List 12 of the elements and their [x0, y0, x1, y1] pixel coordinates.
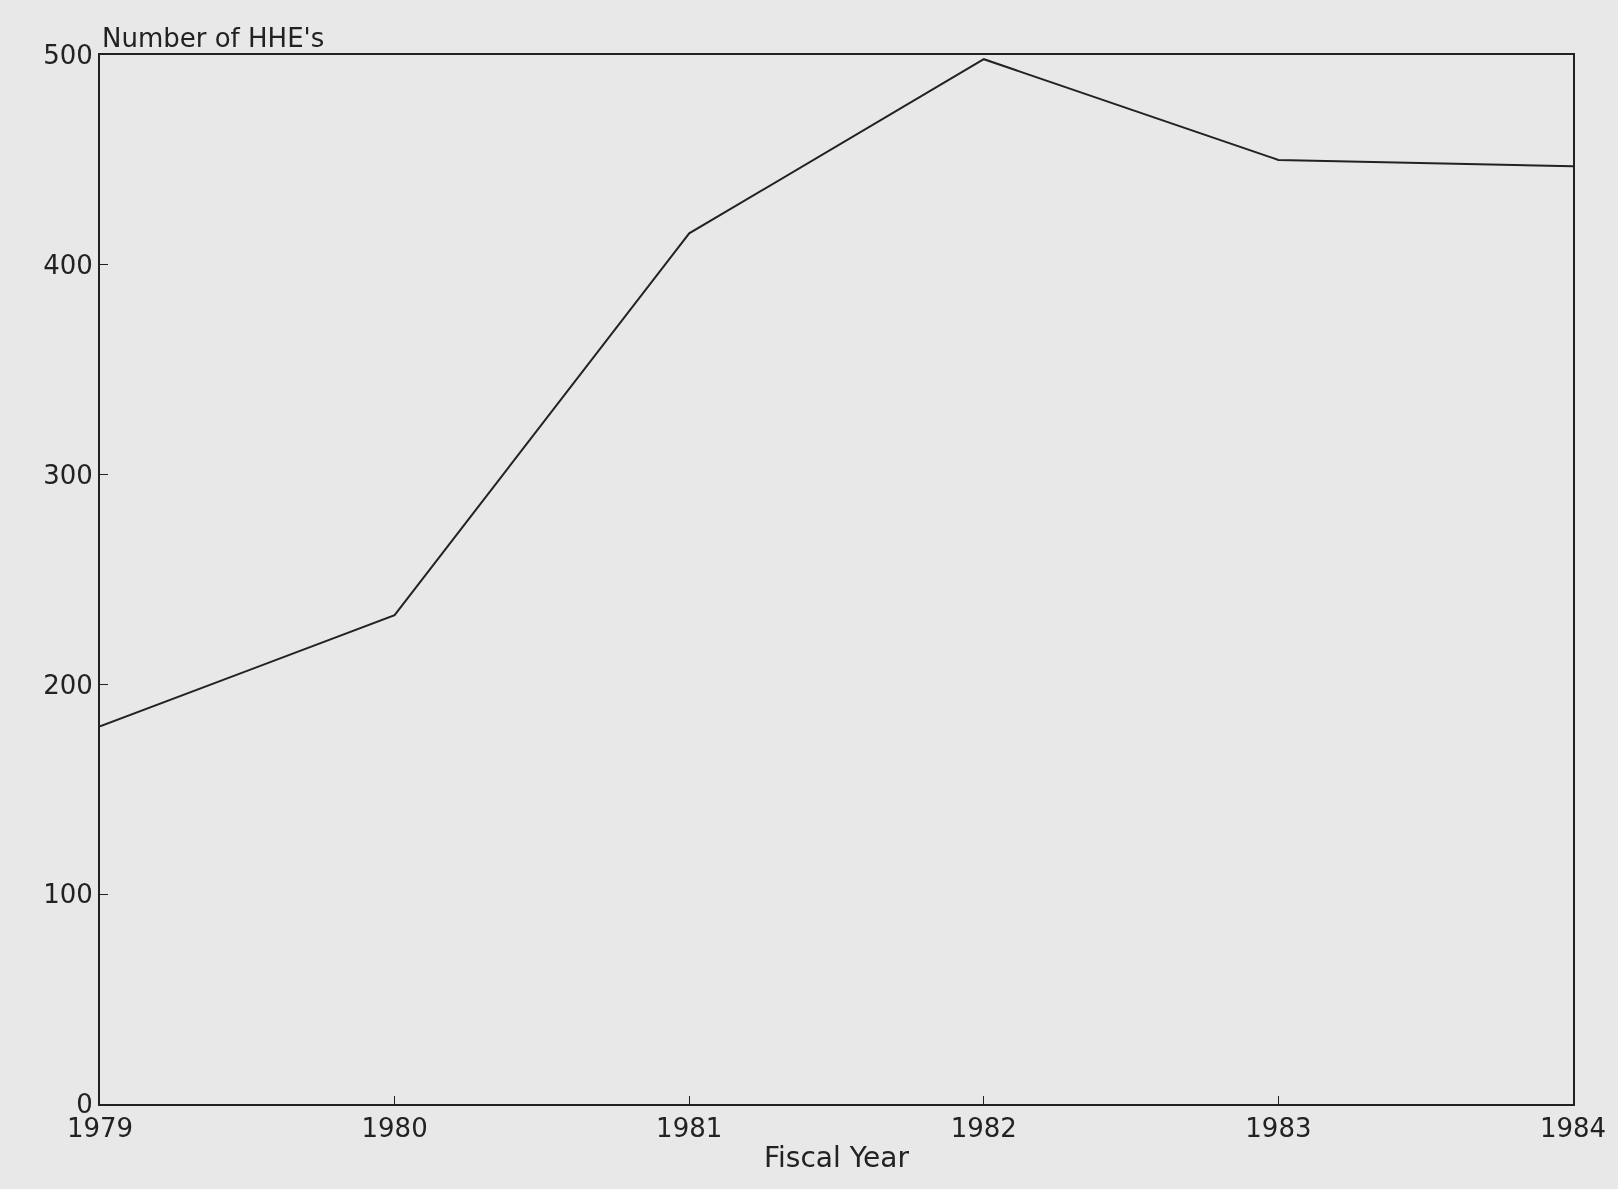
x-tick-label: 1981: [656, 1113, 723, 1144]
y-tick-label: 400: [43, 249, 93, 280]
x-tick-label: 1983: [1245, 1113, 1312, 1144]
y-axis-title: Number of HHE's: [102, 23, 325, 53]
x-tick-label: 1980: [361, 1113, 428, 1144]
y-tick-label: 200: [43, 669, 93, 700]
x-axis-title: Fiscal Year: [764, 1140, 910, 1174]
y-tick-label: 500: [43, 40, 93, 71]
x-tick-label: 1982: [950, 1113, 1017, 1144]
y-tick-label: 100: [43, 879, 93, 910]
y-tick-label: 300: [43, 459, 93, 490]
x-tick-label: 1984: [1539, 1113, 1607, 1144]
